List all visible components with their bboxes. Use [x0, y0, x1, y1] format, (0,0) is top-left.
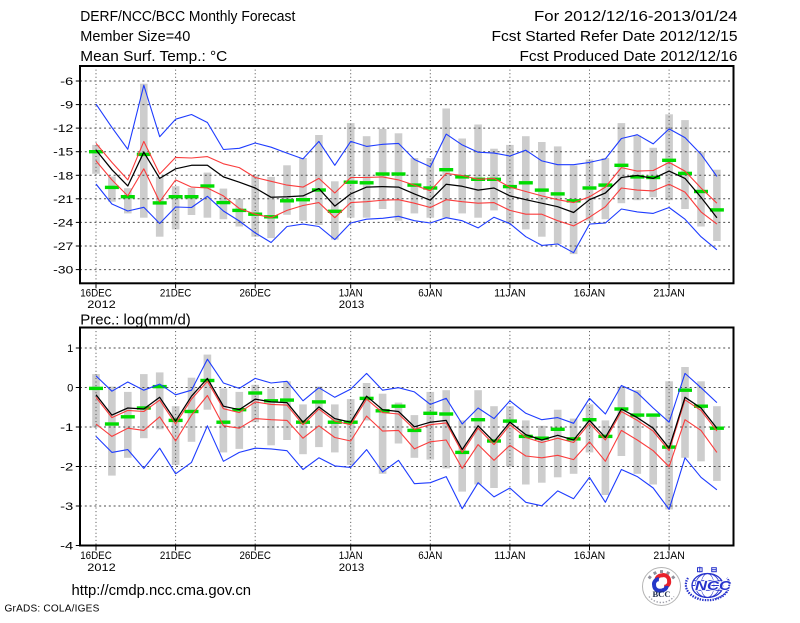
svg-text:2013: 2013 [339, 562, 365, 574]
svg-text:16JAN: 16JAN [574, 288, 606, 300]
svg-text:-3: -3 [60, 501, 73, 513]
svg-text:6JAN: 6JAN [418, 288, 442, 300]
svg-text:GrADS: COLA/IGES: GrADS: COLA/IGES [5, 603, 100, 615]
svg-text:-1: -1 [60, 422, 73, 434]
svg-text:16DEC: 16DEC [80, 550, 112, 562]
svg-text:-24: -24 [53, 217, 73, 229]
svg-text:26DEC: 26DEC [239, 288, 271, 300]
svg-text:-18: -18 [53, 170, 73, 182]
svg-text:-9: -9 [60, 100, 73, 112]
svg-text:16DEC: 16DEC [80, 288, 112, 300]
svg-text:1: 1 [67, 343, 73, 355]
svg-text:21JAN: 21JAN [653, 288, 685, 300]
svg-text:-2: -2 [60, 462, 73, 474]
svg-text:11JAN: 11JAN [494, 550, 526, 562]
svg-text:1JAN: 1JAN [339, 550, 363, 562]
svg-text:-30: -30 [53, 265, 73, 277]
svg-text:Fcst Started Refer Date 2012/1: Fcst Started Refer Date 2012/12/15 [492, 29, 738, 45]
svg-text:Member Size=40: Member Size=40 [80, 29, 190, 45]
svg-text:Fcst Produced Date 2012/12/16: Fcst Produced Date 2012/12/16 [520, 49, 738, 65]
svg-text:Prec.: log(mm/d): Prec.: log(mm/d) [80, 312, 191, 328]
svg-text:1JAN: 1JAN [339, 288, 363, 300]
svg-text:Mean Surf. Temp.: °C: Mean Surf. Temp.: °C [80, 49, 227, 65]
svg-text:0: 0 [67, 383, 73, 395]
svg-text:2012: 2012 [87, 299, 116, 311]
svg-text:-4: -4 [60, 541, 73, 553]
svg-text:http://cmdp.ncc.cma.gov.cn: http://cmdp.ncc.cma.gov.cn [72, 583, 251, 599]
svg-text:NCC: NCC [695, 578, 732, 593]
svg-text:-21: -21 [53, 194, 73, 206]
svg-text:-6: -6 [60, 76, 73, 88]
svg-text:21DEC: 21DEC [160, 550, 192, 562]
svg-text:16JAN: 16JAN [574, 550, 606, 562]
svg-text:-15: -15 [53, 147, 73, 159]
svg-text:BCC: BCC [653, 590, 671, 599]
svg-text:-12: -12 [53, 123, 73, 135]
svg-text:2012: 2012 [87, 562, 116, 574]
svg-text:11JAN: 11JAN [494, 288, 526, 300]
svg-text:-27: -27 [53, 241, 73, 253]
svg-text:2013: 2013 [339, 299, 365, 311]
svg-text:21DEC: 21DEC [160, 288, 192, 300]
svg-text:26DEC: 26DEC [239, 550, 271, 562]
svg-text:For 2012/12/16-2013/01/24: For 2012/12/16-2013/01/24 [534, 9, 738, 25]
svg-text:DERF/NCC/BCC Monthly Forecast: DERF/NCC/BCC Monthly Forecast [80, 9, 295, 25]
svg-text:6JAN: 6JAN [418, 550, 442, 562]
svg-text:21JAN: 21JAN [653, 550, 685, 562]
